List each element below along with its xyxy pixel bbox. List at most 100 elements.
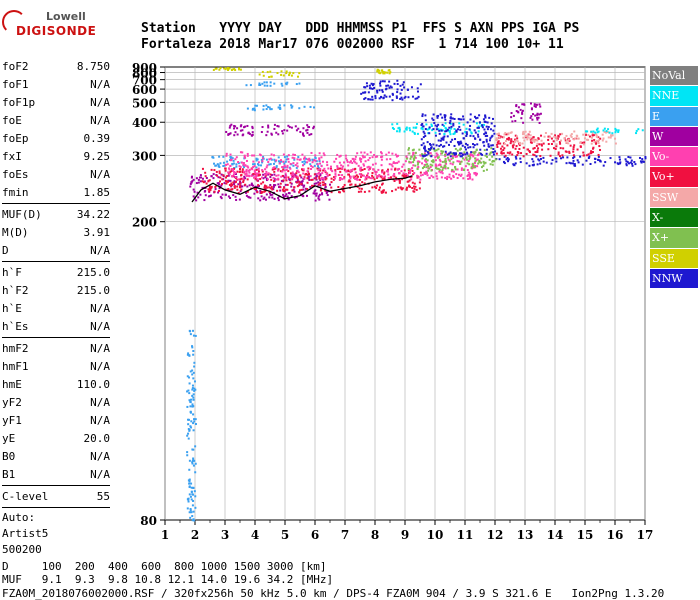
echo-point — [222, 174, 225, 177]
param-value: 3.91 — [83, 226, 111, 239]
echo-point — [437, 148, 440, 151]
echo-point — [559, 147, 562, 150]
echo-point — [401, 83, 404, 86]
echo-point — [318, 175, 321, 178]
echo-point — [278, 161, 281, 164]
echo-point — [478, 161, 481, 164]
echo-point — [192, 459, 195, 462]
echo-point — [387, 168, 390, 171]
echo-point — [469, 118, 472, 121]
echo-point — [287, 160, 290, 163]
echo-point — [192, 334, 195, 337]
echo-point — [265, 108, 268, 111]
echo-point — [419, 171, 422, 174]
echo-point — [243, 166, 246, 169]
echo-point — [450, 113, 453, 116]
echo-point — [421, 162, 424, 165]
echo-point — [373, 178, 376, 181]
echo-point — [597, 155, 600, 158]
echo-point — [443, 135, 446, 138]
echo-point — [371, 156, 374, 159]
echo-point — [434, 164, 437, 167]
echo-point — [586, 130, 589, 133]
echo-point — [432, 128, 435, 131]
echo-point — [459, 147, 462, 150]
echo-point — [229, 164, 232, 167]
echo-point — [413, 187, 416, 190]
echo-point — [313, 182, 316, 185]
echo-point — [469, 124, 472, 127]
echo-point — [423, 163, 426, 166]
echo-point — [358, 183, 361, 186]
echo-point — [194, 495, 197, 498]
echo-point — [277, 168, 280, 171]
echo-point — [438, 170, 441, 173]
echo-point — [390, 176, 393, 179]
echo-point — [432, 176, 435, 179]
echo-point — [515, 145, 518, 148]
echo-point — [263, 186, 266, 189]
echo-point — [396, 79, 399, 82]
echo-point — [602, 129, 605, 132]
echo-point — [491, 160, 494, 163]
echo-point — [408, 179, 411, 182]
echo-point — [256, 158, 259, 161]
echo-point — [420, 153, 423, 156]
echo-point — [319, 168, 322, 171]
echo-point — [496, 143, 499, 146]
echo-point — [461, 144, 464, 147]
echo-point — [373, 153, 376, 156]
echo-point — [337, 186, 340, 189]
echo-point — [476, 116, 479, 119]
echo-point — [302, 134, 305, 137]
echo-point — [268, 196, 271, 199]
echo-point — [441, 160, 444, 163]
param-row: M(D) 3.91 — [2, 224, 110, 242]
echo-point — [309, 163, 312, 166]
echo-point — [255, 172, 258, 175]
echo-point — [382, 96, 385, 99]
echo-point — [601, 139, 604, 142]
echo-point — [284, 194, 287, 197]
echo-point — [277, 177, 280, 180]
echo-point — [236, 133, 239, 136]
legend-item-nne: NNE — [650, 86, 698, 106]
echo-point — [430, 123, 433, 126]
echo-point — [336, 167, 339, 170]
echo-point — [516, 110, 519, 113]
echo-point — [374, 95, 377, 98]
echo-point — [246, 174, 249, 177]
echo-point — [341, 174, 344, 177]
echo-point — [229, 124, 232, 127]
echo-point — [238, 198, 241, 201]
echo-point — [238, 165, 241, 168]
echo-point — [595, 134, 598, 137]
echo-point — [295, 172, 298, 175]
echo-point — [334, 170, 337, 173]
echo-point — [421, 128, 424, 131]
echo-point — [305, 157, 308, 160]
echo-point — [352, 157, 355, 160]
echo-point — [216, 174, 219, 177]
echo-point — [434, 159, 437, 162]
echo-point — [253, 163, 256, 166]
echo-point — [617, 129, 620, 132]
param-value: 110.0 — [76, 378, 110, 391]
param-separator — [2, 337, 110, 338]
echo-point — [255, 104, 258, 107]
echo-point — [644, 157, 647, 160]
echo-point — [593, 140, 596, 143]
echo-point — [417, 165, 420, 168]
echo-point — [192, 178, 195, 181]
echo-point — [270, 132, 273, 135]
echo-point — [528, 164, 531, 167]
echo-point — [498, 158, 501, 161]
echo-point — [383, 94, 386, 97]
echo-point — [260, 176, 263, 179]
param-row: foF2 8.750 — [2, 58, 110, 76]
echo-point — [285, 168, 288, 171]
echo-point — [250, 134, 253, 137]
echo-point — [359, 168, 362, 171]
echo-point — [192, 393, 195, 396]
echo-point — [324, 176, 327, 179]
